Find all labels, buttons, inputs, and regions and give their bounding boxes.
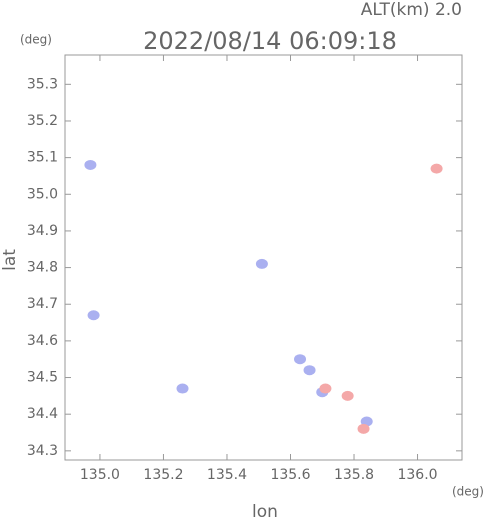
plot-frame (64, 54, 463, 461)
echo-point (176, 383, 189, 394)
chart-subtitle: ALT(km) 2.0 (361, 0, 462, 20)
x-tick-label: 135.6 (270, 467, 310, 483)
y-tick-label: 35.2 (27, 113, 58, 129)
x-tick-label: 135.2 (143, 467, 183, 483)
echo-point (319, 383, 332, 394)
y-tick-label: 35.0 (27, 186, 58, 202)
y-tick-label: 34.4 (27, 406, 58, 422)
echo-point (84, 159, 97, 170)
y-tick-label: 34.9 (27, 223, 58, 239)
chart-title: 2022/08/14 06:09:18 (143, 27, 397, 55)
y-tick-label: 35.3 (27, 76, 58, 92)
x-tick-label: 135.8 (334, 467, 374, 483)
echo-point (357, 423, 370, 434)
echo-point (87, 310, 100, 321)
echo-point (341, 390, 354, 401)
y-tick-label: 34.5 (27, 370, 58, 386)
echo-point (430, 163, 443, 174)
x-tick-label: 135.4 (207, 467, 247, 483)
x-tick-label: 136.0 (397, 467, 437, 483)
y-tick-label: 34.8 (27, 260, 58, 276)
y-tick-label: 34.7 (27, 296, 58, 312)
x-axis-label: lon (252, 502, 278, 521)
x-unit: (deg) (452, 485, 484, 499)
echo-point (255, 258, 268, 269)
y-tick-label: 34.6 (27, 333, 58, 349)
echo-point (303, 365, 316, 376)
echo-point (294, 354, 307, 365)
y-unit: (deg) (20, 33, 52, 47)
y-axis-label: lat (0, 249, 20, 271)
y-tick-label: 35.1 (27, 150, 58, 166)
x-tick-label: 135.0 (80, 467, 120, 483)
y-tick-label: 34.3 (27, 443, 58, 459)
